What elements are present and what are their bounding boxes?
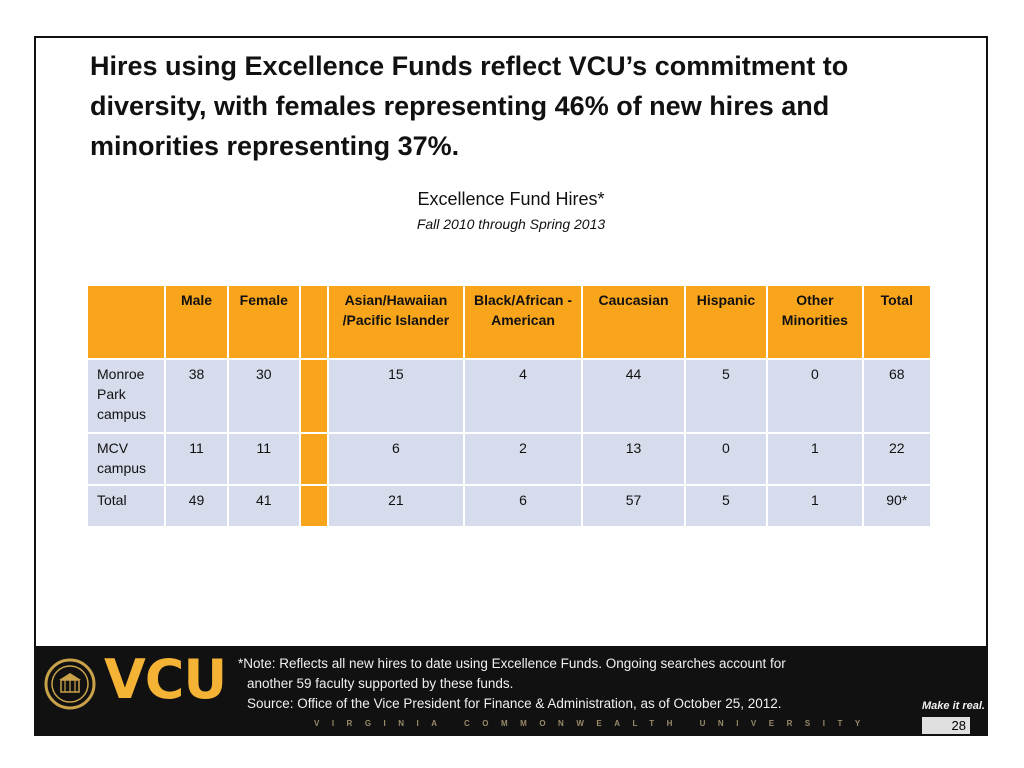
- table-subtitle: Fall 2010 through Spring 2013: [416, 216, 606, 232]
- header-black: Black/African -American: [462, 284, 584, 360]
- header-hispanic: Hispanic: [683, 284, 769, 360]
- vcu-logo: VCU: [104, 648, 227, 711]
- cell-other: 1: [766, 432, 864, 486]
- cell-hispanic: 5: [683, 484, 769, 528]
- row-label: MCV campus: [85, 432, 167, 486]
- cell-black: 2: [462, 432, 584, 486]
- cell-total: 22: [861, 432, 933, 486]
- cell-hispanic: 0: [683, 432, 769, 486]
- cell-male: 11: [164, 432, 229, 486]
- cell-black: 6: [462, 484, 584, 528]
- cell-black: 4: [462, 358, 584, 434]
- table-row: Monroe Park campus 38 30 15 4 44 5 0 68: [85, 358, 933, 434]
- slide-headline: Hires using Excellence Funds reflect VCU…: [90, 51, 849, 161]
- university-name: VIRGINIA COMMONWEALTH UNIVERSITY: [314, 719, 873, 728]
- table-row: MCV campus 11 11 6 2 13 0 1 22: [85, 432, 933, 486]
- cell-asian: 21: [327, 484, 465, 528]
- cell-hispanic: 5: [683, 358, 769, 434]
- header-separator: [298, 284, 330, 360]
- header-asian: Asian/Hawaiian /Pacific Islander: [327, 284, 465, 360]
- cell-separator: [298, 432, 330, 486]
- row-label: Monroe Park campus: [85, 358, 167, 434]
- row-label: Total: [85, 484, 167, 528]
- excellence-fund-hires-table: Male Female Asian/Hawaiian /Pacific Isla…: [85, 284, 933, 528]
- footnote-line-2: another 59 faculty supported by these fu…: [247, 676, 514, 691]
- footnote: *Note: Reflects all new hires to date us…: [238, 654, 898, 714]
- slide-frame: Hires using Excellence Funds reflect VCU…: [34, 36, 988, 736]
- cell-asian: 15: [327, 358, 465, 434]
- source-line: Source: Office of the Vice President for…: [247, 696, 782, 711]
- cell-female: 41: [226, 484, 301, 528]
- header-other-minorities: Other Minorities: [766, 284, 864, 360]
- university-seal-icon: [44, 658, 96, 710]
- cell-asian: 6: [327, 432, 465, 486]
- cell-male: 49: [164, 484, 229, 528]
- table-row: Total 49 41 21 6 57 5 1 90*: [85, 484, 933, 528]
- cell-separator: [298, 484, 330, 528]
- cell-total: 68: [861, 358, 933, 434]
- cell-female: 30: [226, 358, 301, 434]
- cell-caucasian: 44: [581, 358, 686, 434]
- footer-band: VCU *Note: Reflects all new hires to dat…: [34, 646, 988, 736]
- cell-male: 38: [164, 358, 229, 434]
- footnote-line-1: *Note: Reflects all new hires to date us…: [238, 656, 786, 671]
- cell-separator: [298, 358, 330, 434]
- header-blank: [85, 284, 167, 360]
- table-title: Excellence Fund Hires*: [417, 189, 605, 209]
- header-total: Total: [861, 284, 933, 360]
- header-male: Male: [164, 284, 229, 360]
- cell-total: 90*: [861, 484, 933, 528]
- cell-caucasian: 13: [581, 432, 686, 486]
- cell-other: 0: [766, 358, 864, 434]
- cell-caucasian: 57: [581, 484, 686, 528]
- header-caucasian: Caucasian: [581, 284, 686, 360]
- header-female: Female: [226, 284, 301, 360]
- tagline: Make it real.: [922, 700, 985, 712]
- page-number: 28: [922, 717, 970, 734]
- cell-other: 1: [766, 484, 864, 528]
- cell-female: 11: [226, 432, 301, 486]
- table-header-row: Male Female Asian/Hawaiian /Pacific Isla…: [85, 284, 933, 360]
